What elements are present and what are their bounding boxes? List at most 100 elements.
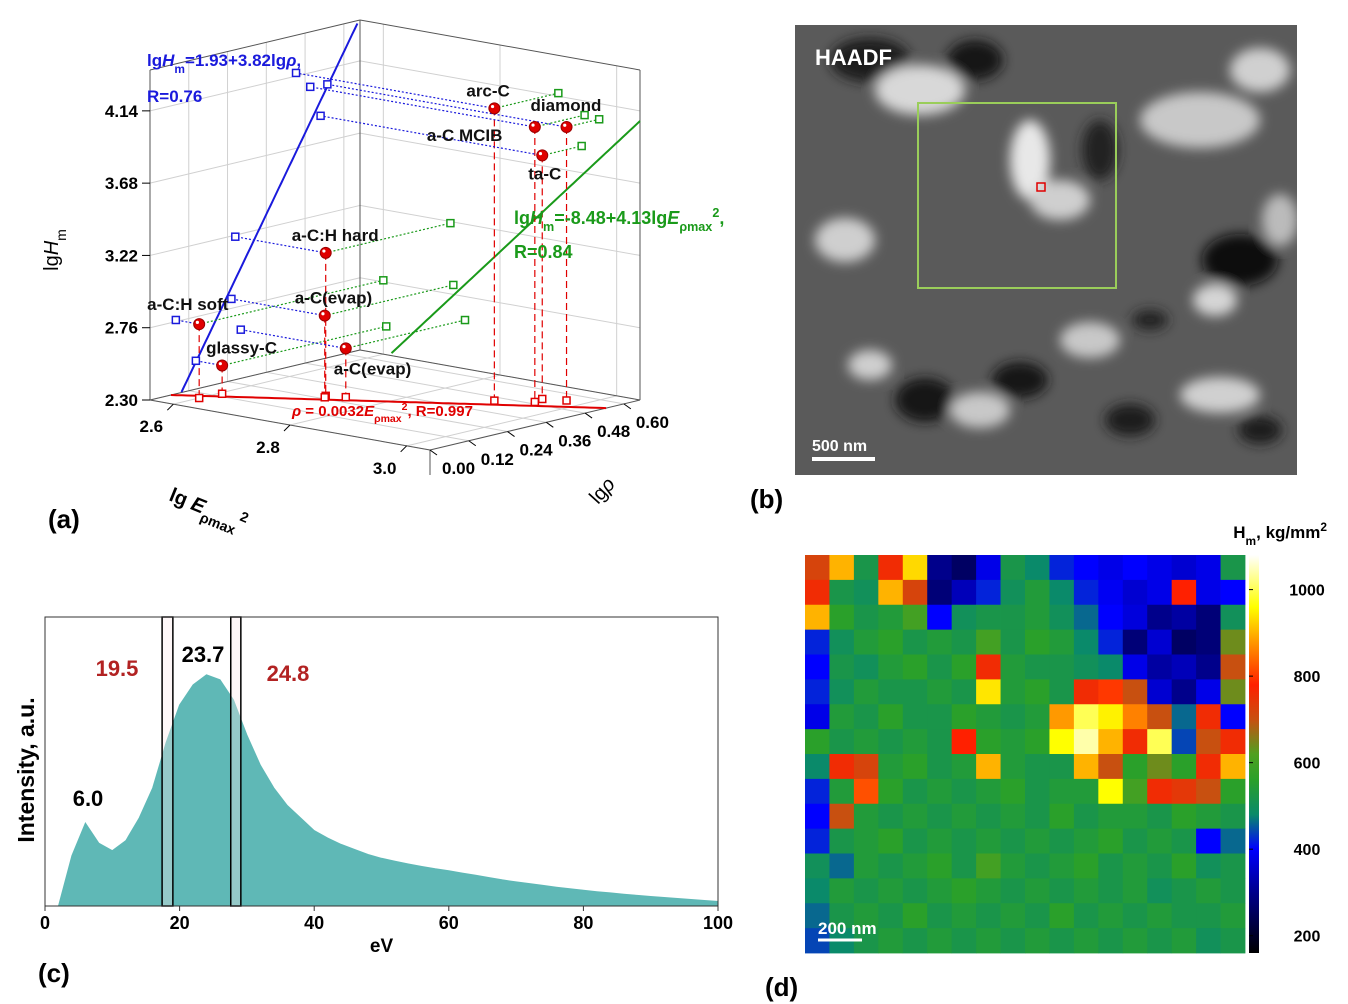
heatmap-cell [1025, 555, 1050, 580]
heatmap-cell [805, 555, 830, 580]
text-part: 2 [1320, 520, 1327, 534]
heatmap-cell [1123, 779, 1148, 804]
heatmap-cell [927, 829, 952, 854]
heatmap-cell [1147, 655, 1172, 680]
heatmap-cell [878, 630, 903, 655]
heatmap-cell [1123, 878, 1148, 903]
heatmap-cell [1221, 903, 1246, 928]
heatmap-cell [927, 555, 952, 580]
text-part: =1.93+3.82lg [185, 51, 286, 70]
heatmap-cell [1196, 854, 1221, 879]
heatmap-cell [805, 679, 830, 704]
heatmap-cell [952, 829, 977, 854]
text-part: H [162, 51, 175, 70]
annotation: 23.7 [182, 642, 225, 667]
heatmap-cell [854, 679, 879, 704]
text-part: H [1233, 523, 1245, 542]
heatmap-cell [1098, 878, 1123, 903]
heatmap-cell [1098, 903, 1123, 928]
heatmap-cell [1221, 878, 1246, 903]
heatmap-cell [1049, 605, 1074, 630]
heatmap-cell [1172, 754, 1197, 779]
heatmap-cell [1172, 555, 1197, 580]
text-part: , [296, 51, 301, 70]
text-part: m [1246, 534, 1257, 548]
heatmap-cell [976, 804, 1001, 829]
heatmap-cell [829, 804, 854, 829]
point-label: ta-C [528, 164, 561, 183]
point [319, 310, 330, 321]
tick [469, 441, 476, 446]
heatmap-cell [1172, 878, 1197, 903]
heatmap-cell [1074, 754, 1099, 779]
fit-line [182, 24, 358, 393]
z-tick-label: 3.22 [105, 246, 138, 265]
heatmap-cell [829, 679, 854, 704]
heatmap-cell [1025, 605, 1050, 630]
heatmap-cell [952, 679, 977, 704]
heatmap-cell [1147, 754, 1172, 779]
colorbar-title: Hm, kg/mm2 [1233, 520, 1327, 548]
heatmap-cell [976, 729, 1001, 754]
text-part: 2 [712, 206, 719, 220]
heatmap-cell [1221, 655, 1246, 680]
heatmap-cell [1221, 704, 1246, 729]
z-tick-label: 4.14 [105, 102, 139, 121]
annotation: 6.0 [73, 786, 104, 811]
heatmap-cell [903, 729, 928, 754]
floor-projection [342, 394, 349, 401]
floor-projection [196, 395, 203, 402]
x-tick-label: 80 [573, 913, 593, 933]
floor-projection [491, 397, 498, 404]
wall-projection [172, 316, 179, 323]
heatmap-cell [1221, 679, 1246, 704]
text-part: lg [41, 255, 63, 271]
heatmap-cell [1074, 779, 1099, 804]
heatmap-cell [1196, 804, 1221, 829]
x-tick-label: 2.6 [140, 417, 164, 436]
heatmap-cell [1074, 928, 1099, 953]
colorbar-tick-label: 400 [1294, 842, 1321, 859]
heatmap-cell [952, 555, 977, 580]
heatmap-cell [1025, 655, 1050, 680]
point-highlight [491, 105, 494, 108]
heatmap-cell [952, 804, 977, 829]
heatmap-cell [1098, 729, 1123, 754]
x-tick-label: 2.8 [256, 438, 280, 457]
heatmap-cell [1123, 903, 1148, 928]
heatmap-cell [1172, 580, 1197, 605]
wall-projection [317, 112, 324, 119]
y-tick-label: 0.48 [597, 422, 630, 441]
point-label: a-C:H hard [292, 226, 379, 245]
heatmap-cell [952, 580, 977, 605]
heatmap-cell [1001, 779, 1026, 804]
annotation: 24.8 [267, 661, 310, 686]
heatmap-cell [805, 704, 830, 729]
heatmap-cell [1147, 779, 1172, 804]
fit-r: R=0.76 [147, 87, 202, 106]
heatmap-cell [976, 704, 1001, 729]
heatmap-cell [1196, 903, 1221, 928]
heatmap-cell [1221, 630, 1246, 655]
heatmap-cell [952, 655, 977, 680]
wall-projection [228, 295, 235, 302]
grid-line [150, 133, 360, 183]
text-part: ρ [285, 51, 296, 70]
heatmap-cell [1221, 854, 1246, 879]
scale-bar-label: 200 nm [818, 919, 877, 938]
point [537, 150, 548, 161]
x-tick-label: 40 [304, 913, 324, 933]
heatmap-cell [1172, 729, 1197, 754]
heatmap-cell [1049, 903, 1074, 928]
heatmap-cell [829, 704, 854, 729]
panel-label: (d) [765, 972, 798, 1002]
point-highlight [321, 312, 324, 315]
heatmap-cell [854, 580, 879, 605]
heatmap-cell [854, 605, 879, 630]
heatmap-cell [1123, 729, 1148, 754]
heatmap-cell [1221, 555, 1246, 580]
heatmap-cell [1221, 804, 1246, 829]
heatmap-cell [878, 928, 903, 953]
heatmap-cell [1172, 704, 1197, 729]
y-tick-label: 0.00 [442, 459, 475, 478]
